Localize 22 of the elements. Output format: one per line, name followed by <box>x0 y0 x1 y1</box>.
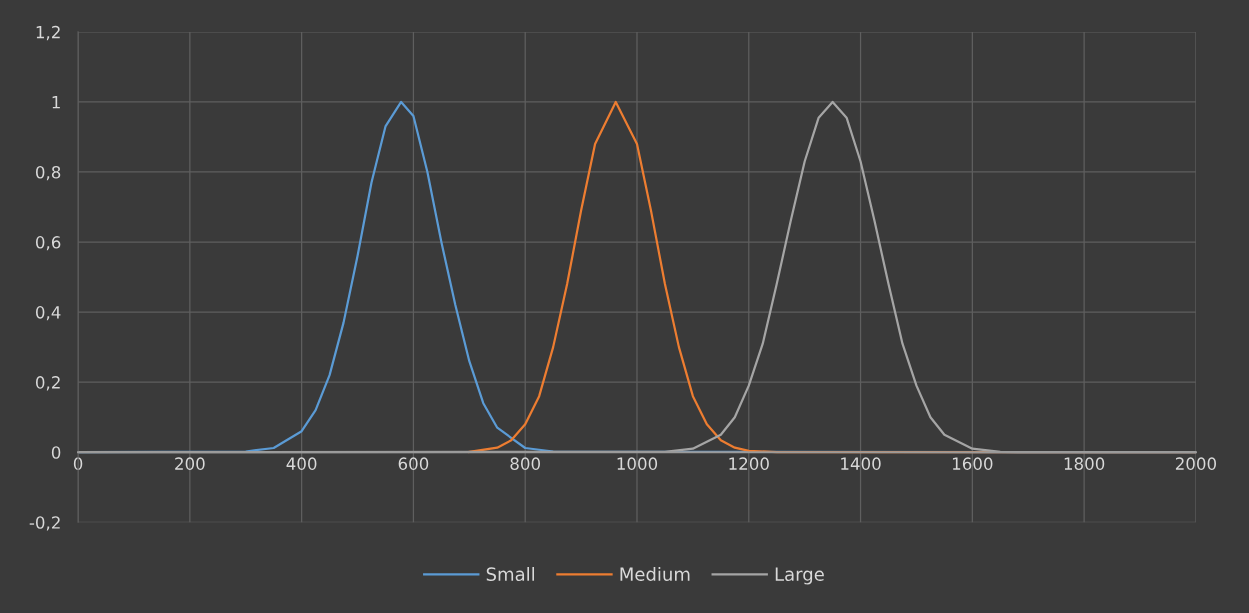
legend-label: Medium <box>620 567 690 581</box>
y-tick-label: 0,6 <box>35 236 61 251</box>
y-tick-label: 1,2 <box>36 25 60 41</box>
y-tick-label: 0,8 <box>35 165 61 181</box>
x-tick-label: 2000 <box>1175 457 1217 470</box>
y-tick-label: 0,2 <box>35 376 60 391</box>
y-tick-label: 0 <box>51 446 61 459</box>
y-tick-label: 0,4 <box>35 306 61 321</box>
x-tick-label: 1800 <box>1064 457 1105 470</box>
x-tick-label: 1000 <box>617 457 658 470</box>
x-tick-label: 1400 <box>841 457 881 470</box>
legend-label: Large <box>775 567 824 585</box>
x-tick-label: 400 <box>286 457 317 470</box>
y-tick-label: -0,2 <box>29 516 60 531</box>
x-tick-label: 1200 <box>729 457 769 470</box>
x-tick-label: 600 <box>398 457 429 470</box>
y-tick-label: 1 <box>52 96 60 109</box>
x-tick-label: 200 <box>175 457 205 470</box>
x-tick-label: 0 <box>73 457 83 470</box>
x-tick-label: 800 <box>510 457 540 470</box>
legend-label: Small <box>486 567 535 581</box>
x-tick-label: 1600 <box>952 457 993 470</box>
